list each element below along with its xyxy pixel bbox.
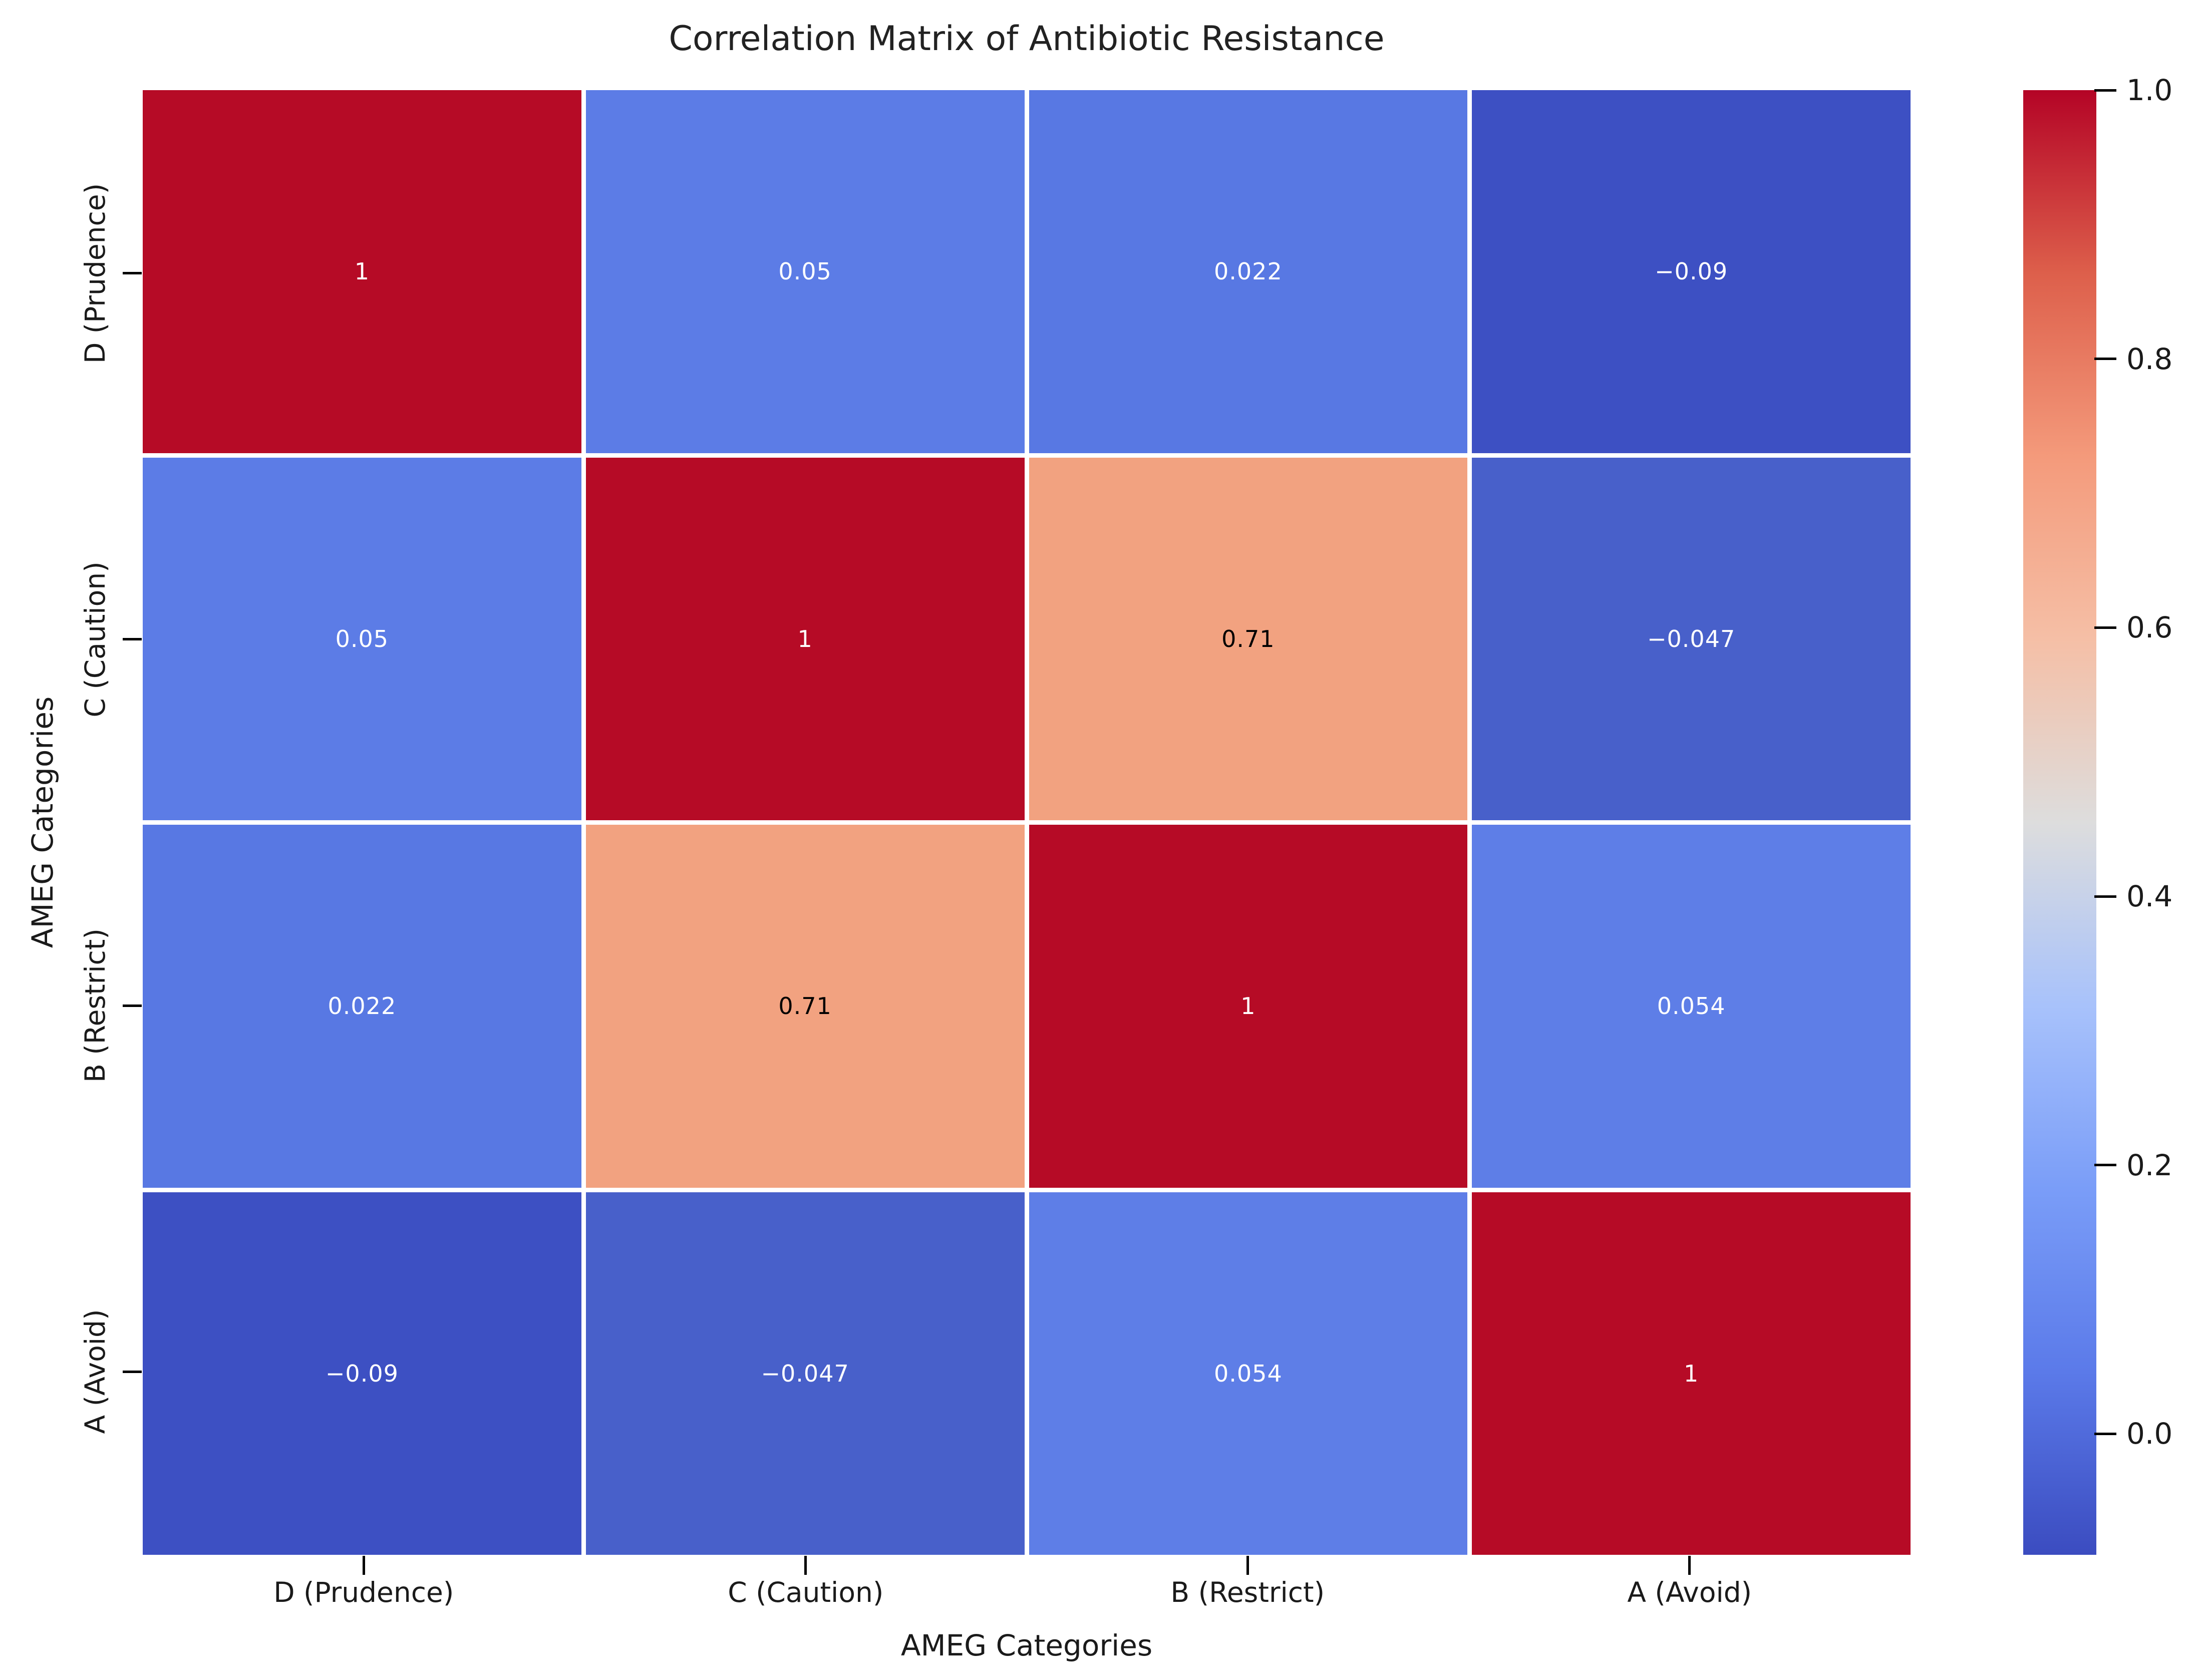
colorbar-tick-label: 0.6 — [2126, 610, 2173, 645]
cell-value: −0.047 — [761, 1360, 849, 1387]
y-tick-label: D (Prudence) — [79, 183, 111, 364]
cell-value: 1 — [797, 625, 813, 652]
y-tick-mark — [123, 1370, 142, 1373]
x-axis-label: AMEG Categories — [900, 1628, 1153, 1662]
heatmap-cell: −0.09 — [1472, 90, 1911, 453]
x-tick-mark — [1688, 1556, 1691, 1575]
cell-value: 0.022 — [1214, 258, 1283, 285]
colorbar-tick-label: 0.4 — [2126, 879, 2173, 914]
y-tick-mark — [123, 638, 142, 641]
x-tick-mark — [362, 1556, 365, 1575]
cell-value: 0.05 — [778, 258, 832, 285]
cell-value: 1 — [1240, 992, 1256, 1020]
x-tick-label: D (Prudence) — [273, 1576, 454, 1608]
y-tick-label: C (Caution) — [79, 561, 111, 718]
x-tick-label: B (Restrict) — [1170, 1576, 1325, 1608]
y-tick-mark — [123, 1004, 142, 1007]
cell-value: 0.054 — [1214, 1360, 1283, 1387]
colorbar-tick-label: 0.0 — [2126, 1417, 2173, 1451]
heatmap-cell: 0.71 — [1029, 457, 1468, 820]
colorbar-tick-mark — [2094, 1164, 2116, 1167]
heatmap-grid: 1 0.05 0.022 −0.09 0.05 1 0.71 −0.047 0.022 0.71 1… — [143, 90, 1911, 1555]
heatmap-cell: 0.054 — [1029, 1192, 1468, 1555]
heatmap-cell: 0.054 — [1472, 825, 1911, 1188]
heatmap-cell: −0.09 — [143, 1192, 581, 1555]
x-tick-label: C (Caution) — [728, 1576, 884, 1608]
colorbar-tick-mark — [2094, 89, 2116, 92]
y-axis-label: AMEG Categories — [26, 696, 60, 948]
y-tick-label: A (Avoid) — [79, 1309, 111, 1434]
colorbar-tick-label: 1.0 — [2126, 73, 2173, 107]
cell-value: 1 — [354, 258, 370, 285]
heatmap-cell: 0.022 — [1029, 90, 1468, 453]
cell-value: 0.71 — [1221, 625, 1275, 652]
y-tick-mark — [123, 272, 142, 275]
cell-value: −0.09 — [1655, 258, 1728, 285]
heatmap-cell: 1 — [1472, 1192, 1911, 1555]
heatmap-cell: 0.05 — [585, 90, 1025, 453]
colorbar-tick-label: 0.8 — [2126, 342, 2173, 376]
chart-title: Correlation Matrix of Antibiotic Resista… — [669, 19, 1385, 59]
x-tick-label: A (Avoid) — [1627, 1576, 1752, 1608]
cell-value: 0.022 — [328, 992, 397, 1020]
cell-value: 0.71 — [778, 992, 832, 1020]
heatmap-cell: 1 — [1029, 825, 1468, 1188]
cell-value: −0.09 — [325, 1360, 399, 1387]
colorbar-tick-label: 0.2 — [2126, 1148, 2173, 1182]
cell-value: 0.054 — [1657, 992, 1726, 1020]
x-tick-mark — [804, 1556, 807, 1575]
heatmap-cell: 0.05 — [143, 457, 581, 820]
colorbar-tick-mark — [2094, 358, 2116, 361]
heatmap-cell: 1 — [585, 457, 1025, 820]
heatmap-cell: 1 — [143, 90, 581, 453]
heatmap-cell: 0.022 — [143, 825, 581, 1188]
heatmap-cell: 0.71 — [585, 825, 1025, 1188]
x-tick-mark — [1246, 1556, 1249, 1575]
y-tick-label: B (Restrict) — [79, 928, 111, 1083]
heatmap-cell: −0.047 — [585, 1192, 1025, 1555]
colorbar-tick-mark — [2094, 895, 2116, 898]
heatmap-cell: −0.047 — [1472, 457, 1911, 820]
cell-value: −0.047 — [1647, 625, 1736, 652]
cell-value: 1 — [1683, 1360, 1699, 1387]
colorbar-tick-mark — [2094, 626, 2116, 629]
colorbar — [2023, 90, 2096, 1555]
colorbar-tick-mark — [2094, 1432, 2116, 1435]
cell-value: 0.05 — [335, 625, 389, 652]
